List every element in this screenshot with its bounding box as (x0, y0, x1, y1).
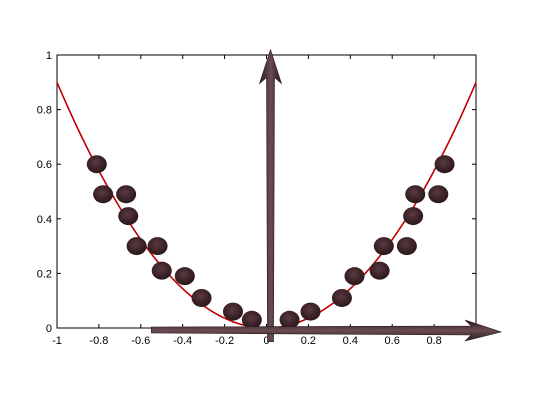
y-tick-label: 0.6 (37, 159, 52, 171)
x-tick-label: -0.2 (215, 335, 234, 347)
y-tick-label: 0.2 (37, 268, 52, 280)
scatter-point (93, 185, 114, 204)
scatter-point (222, 302, 243, 321)
scatter-point (428, 185, 449, 204)
y-tick-label: 0.8 (37, 105, 52, 117)
x-tick-label: 0 (263, 335, 269, 347)
x-axis-ticks: -1 -0.8 -0.6 -0.4 -0.2 0 0.2 0.4 0.6 0.8 (52, 55, 442, 347)
scatter-point (405, 185, 426, 204)
scatter-point (396, 237, 417, 256)
y-tick-label: 0.4 (37, 214, 52, 226)
vertical-axis-arrow (258, 48, 283, 342)
x-tick-label: 0.2 (301, 335, 316, 347)
y-tick-label: 1 (46, 50, 52, 62)
scatter-point (147, 237, 168, 256)
scatter-point (191, 288, 212, 307)
scatter-point (300, 302, 321, 321)
x-tick-label: 0.8 (426, 335, 441, 347)
scatter-point (403, 207, 424, 226)
y-tick-label: 0 (46, 323, 52, 335)
scatter-point (373, 237, 394, 256)
scatter-point (116, 185, 137, 204)
scatter-point (434, 155, 455, 174)
scatter-point (126, 237, 147, 256)
scatter-point (86, 155, 107, 174)
y-axis-ticks: 0 0.2 0.4 0.6 0.8 1 (37, 50, 476, 335)
horizontal-axis-arrow (150, 319, 503, 342)
x-tick-label: -0.4 (173, 335, 192, 347)
axis-arrows-layer (150, 48, 503, 342)
scatter-point (174, 267, 195, 286)
scatter-point (331, 288, 352, 307)
x-tick-label: 0.6 (385, 335, 400, 347)
x-tick-label: 0.4 (343, 335, 358, 347)
x-tick-label: -1 (52, 335, 62, 347)
scatter-point (369, 261, 390, 280)
scatter-point (241, 310, 262, 329)
scatter-point (344, 267, 365, 286)
scatter-point (151, 261, 172, 280)
scatter-point (279, 310, 300, 329)
x-tick-label: -0.8 (89, 335, 108, 347)
x-tick-label: -0.6 (131, 335, 150, 347)
scatter-points-layer (86, 155, 455, 329)
scatter-point (118, 207, 139, 226)
